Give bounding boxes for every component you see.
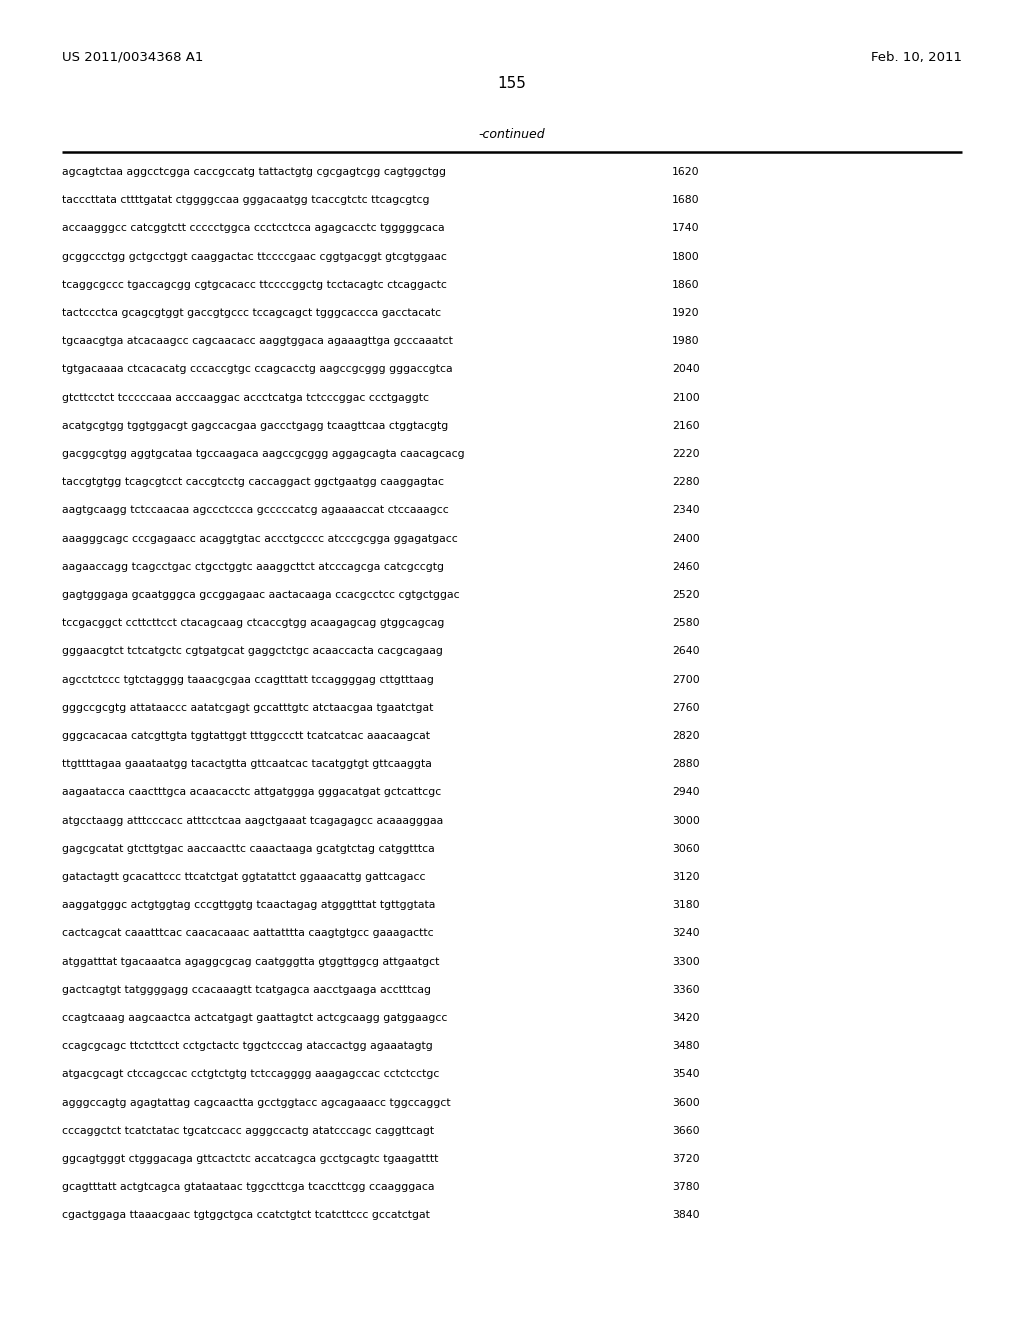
- Text: agcctctccc tgtctagggg taaacgcgaa ccagtttatt tccaggggag cttgtttaag: agcctctccc tgtctagggg taaacgcgaa ccagttt…: [62, 675, 434, 685]
- Text: gagcgcatat gtcttgtgac aaccaacttc caaactaaga gcatgtctag catggtttca: gagcgcatat gtcttgtgac aaccaacttc caaacta…: [62, 843, 435, 854]
- Text: US 2011/0034368 A1: US 2011/0034368 A1: [62, 50, 204, 63]
- Text: 2880: 2880: [672, 759, 699, 770]
- Text: 2040: 2040: [672, 364, 699, 375]
- Text: gatactagtt gcacattccc ttcatctgat ggtatattct ggaaacattg gattcagacc: gatactagtt gcacattccc ttcatctgat ggtatat…: [62, 873, 426, 882]
- Text: gtcttcctct tcccccaaa acccaaggac accctcatga tctcccggac ccctgaggtc: gtcttcctct tcccccaaa acccaaggac accctcat…: [62, 392, 429, 403]
- Text: aagtgcaagg tctccaacaa agccctccca gcccccatcg agaaaaccat ctccaaagcc: aagtgcaagg tctccaacaa agccctccca gccccca…: [62, 506, 449, 515]
- Text: gcggccctgg gctgcctggt caaggactac ttccccgaac cggtgacggt gtcgtggaac: gcggccctgg gctgcctggt caaggactac ttccccg…: [62, 252, 446, 261]
- Text: ttgttttagaa gaaataatgg tacactgtta gttcaatcac tacatggtgt gttcaaggta: ttgttttagaa gaaataatgg tacactgtta gttcaa…: [62, 759, 432, 770]
- Text: gggaacgtct tctcatgctc cgtgatgcat gaggctctgc acaaccacta cacgcagaag: gggaacgtct tctcatgctc cgtgatgcat gaggctc…: [62, 647, 442, 656]
- Text: tgcaacgtga atcacaagcc cagcaacacc aaggtggaca agaaagttga gcccaaatct: tgcaacgtga atcacaagcc cagcaacacc aaggtgg…: [62, 337, 453, 346]
- Text: agggccagtg agagtattag cagcaactta gcctggtacc agcagaaacc tggccaggct: agggccagtg agagtattag cagcaactta gcctggt…: [62, 1098, 451, 1107]
- Text: 2460: 2460: [672, 562, 699, 572]
- Text: ccagtcaaag aagcaactca actcatgagt gaattagtct actcgcaagg gatggaagcc: ccagtcaaag aagcaactca actcatgagt gaattag…: [62, 1012, 447, 1023]
- Text: cgactggaga ttaaacgaac tgtggctgca ccatctgtct tcatcttccc gccatctgat: cgactggaga ttaaacgaac tgtggctgca ccatctg…: [62, 1210, 430, 1221]
- Text: 2400: 2400: [672, 533, 699, 544]
- Text: 3780: 3780: [672, 1183, 699, 1192]
- Text: tcaggcgccc tgaccagcgg cgtgcacacc ttccccggctg tcctacagtc ctcaggactc: tcaggcgccc tgaccagcgg cgtgcacacc ttccccg…: [62, 280, 446, 290]
- Text: 3300: 3300: [672, 957, 699, 966]
- Text: 3600: 3600: [672, 1098, 699, 1107]
- Text: 3480: 3480: [672, 1041, 699, 1051]
- Text: 2700: 2700: [672, 675, 699, 685]
- Text: tacccttata cttttgatat ctggggccaa gggacaatgg tcaccgtctc ttcagcgtcg: tacccttata cttttgatat ctggggccaa gggacaa…: [62, 195, 429, 205]
- Text: 3360: 3360: [672, 985, 699, 995]
- Text: 1740: 1740: [672, 223, 699, 234]
- Text: 2520: 2520: [672, 590, 699, 601]
- Text: Feb. 10, 2011: Feb. 10, 2011: [871, 50, 962, 63]
- Text: 3540: 3540: [672, 1069, 699, 1080]
- Text: aagaaccagg tcagcctgac ctgcctggtc aaaggcttct atcccagcga catcgccgtg: aagaaccagg tcagcctgac ctgcctggtc aaaggct…: [62, 562, 444, 572]
- Text: 2580: 2580: [672, 618, 699, 628]
- Text: 2340: 2340: [672, 506, 699, 515]
- Text: 1860: 1860: [672, 280, 699, 290]
- Text: ggcagtgggt ctgggacaga gttcactctc accatcagca gcctgcagtc tgaagatttt: ggcagtgggt ctgggacaga gttcactctc accatca…: [62, 1154, 438, 1164]
- Text: atgacgcagt ctccagccac cctgtctgtg tctccagggg aaagagccac cctctcctgc: atgacgcagt ctccagccac cctgtctgtg tctccag…: [62, 1069, 439, 1080]
- Text: 2820: 2820: [672, 731, 699, 741]
- Text: gactcagtgt tatggggagg ccacaaagtt tcatgagca aacctgaaga acctttcag: gactcagtgt tatggggagg ccacaaagtt tcatgag…: [62, 985, 431, 995]
- Text: tactccctca gcagcgtggt gaccgtgccc tccagcagct tgggcaccca gacctacatc: tactccctca gcagcgtggt gaccgtgccc tccagca…: [62, 308, 441, 318]
- Text: 1980: 1980: [672, 337, 699, 346]
- Text: 1620: 1620: [672, 168, 699, 177]
- Text: cccaggctct tcatctatac tgcatccacc agggccactg atatcccagc caggttcagt: cccaggctct tcatctatac tgcatccacc agggcca…: [62, 1126, 434, 1135]
- Text: 2280: 2280: [672, 478, 699, 487]
- Text: 2220: 2220: [672, 449, 699, 459]
- Text: aagaatacca caactttgca acaacacctc attgatggga gggacatgat gctcattcgc: aagaatacca caactttgca acaacacctc attgatg…: [62, 788, 441, 797]
- Text: -continued: -continued: [478, 128, 546, 141]
- Text: taccgtgtgg tcagcgtcct caccgtcctg caccaggact ggctgaatgg caaggagtac: taccgtgtgg tcagcgtcct caccgtcctg caccagg…: [62, 478, 444, 487]
- Text: 2160: 2160: [672, 421, 699, 430]
- Text: gagtgggaga gcaatgggca gccggagaac aactacaaga ccacgcctcc cgtgctggac: gagtgggaga gcaatgggca gccggagaac aactaca…: [62, 590, 460, 601]
- Text: ccagcgcagc ttctcttcct cctgctactc tggctcccag ataccactgg agaaatagtg: ccagcgcagc ttctcttcct cctgctactc tggctcc…: [62, 1041, 433, 1051]
- Text: 2760: 2760: [672, 702, 699, 713]
- Text: 3660: 3660: [672, 1126, 699, 1135]
- Text: tgtgacaaaa ctcacacatg cccaccgtgc ccagcacctg aagccgcggg gggaccgtca: tgtgacaaaa ctcacacatg cccaccgtgc ccagcac…: [62, 364, 453, 375]
- Text: gcagtttatt actgtcagca gtataataac tggccttcga tcaccttcgg ccaagggaca: gcagtttatt actgtcagca gtataataac tggcctt…: [62, 1183, 434, 1192]
- Text: 155: 155: [498, 75, 526, 91]
- Text: 2940: 2940: [672, 788, 699, 797]
- Text: 1920: 1920: [672, 308, 699, 318]
- Text: cactcagcat caaatttcac caacacaaac aattatttta caagtgtgcc gaaagacttc: cactcagcat caaatttcac caacacaaac aattatt…: [62, 928, 433, 939]
- Text: 2100: 2100: [672, 392, 699, 403]
- Text: aaagggcagc cccgagaacc acaggtgtac accctgcccc atcccgcgga ggagatgacc: aaagggcagc cccgagaacc acaggtgtac accctgc…: [62, 533, 458, 544]
- Text: 3060: 3060: [672, 843, 699, 854]
- Text: 3000: 3000: [672, 816, 699, 825]
- Text: 3840: 3840: [672, 1210, 699, 1221]
- Text: accaagggcc catcggtctt ccccctggca ccctcctcca agagcacctc tgggggcaca: accaagggcc catcggtctt ccccctggca ccctcct…: [62, 223, 444, 234]
- Text: acatgcgtgg tggtggacgt gagccacgaa gaccctgagg tcaagttcaa ctggtacgtg: acatgcgtgg tggtggacgt gagccacgaa gaccctg…: [62, 421, 449, 430]
- Text: gacggcgtgg aggtgcataa tgccaagaca aagccgcggg aggagcagta caacagcacg: gacggcgtgg aggtgcataa tgccaagaca aagccgc…: [62, 449, 465, 459]
- Text: 3240: 3240: [672, 928, 699, 939]
- Text: atggatttat tgacaaatca agaggcgcag caatgggtta gtggttggcg attgaatgct: atggatttat tgacaaatca agaggcgcag caatggg…: [62, 957, 439, 966]
- Text: aaggatgggc actgtggtag cccgttggtg tcaactagag atgggtttat tgttggtata: aaggatgggc actgtggtag cccgttggtg tcaacta…: [62, 900, 435, 911]
- Text: tccgacggct ccttcttcct ctacagcaag ctcaccgtgg acaagagcag gtggcagcag: tccgacggct ccttcttcct ctacagcaag ctcaccg…: [62, 618, 444, 628]
- Text: gggccgcgtg attataaccc aatatcgagt gccatttgtc atctaacgaa tgaatctgat: gggccgcgtg attataaccc aatatcgagt gccattt…: [62, 702, 433, 713]
- Text: atgcctaagg atttcccacc atttcctcaa aagctgaaat tcagagagcc acaaagggaa: atgcctaagg atttcccacc atttcctcaa aagctga…: [62, 816, 443, 825]
- Text: 1680: 1680: [672, 195, 699, 205]
- Text: 3720: 3720: [672, 1154, 699, 1164]
- Text: 3120: 3120: [672, 873, 699, 882]
- Text: 1800: 1800: [672, 252, 699, 261]
- Text: agcagtctaa aggcctcgga caccgccatg tattactgtg cgcgagtcgg cagtggctgg: agcagtctaa aggcctcgga caccgccatg tattact…: [62, 168, 446, 177]
- Text: 3180: 3180: [672, 900, 699, 911]
- Text: 3420: 3420: [672, 1012, 699, 1023]
- Text: 2640: 2640: [672, 647, 699, 656]
- Text: gggcacacaa catcgttgta tggtattggt tttggccctt tcatcatcac aaacaagcat: gggcacacaa catcgttgta tggtattggt tttggcc…: [62, 731, 430, 741]
